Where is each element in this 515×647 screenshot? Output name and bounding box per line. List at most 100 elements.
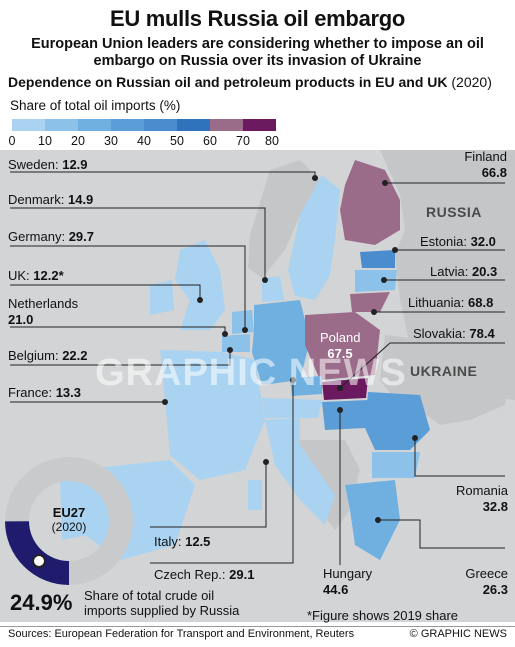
page-title: EU mulls Russia oil embargo xyxy=(109,6,406,31)
leader-dot xyxy=(412,435,418,441)
country-name: Belgium: xyxy=(8,348,59,363)
country-value: 29.1 xyxy=(229,567,255,582)
country-value: 14.9 xyxy=(67,192,94,207)
country-value: 66.8 xyxy=(481,165,507,180)
legend-tick: 0 xyxy=(8,134,16,148)
leader-dot xyxy=(197,297,203,303)
dependence-title-text: Dependence on Russian oil and petroleum … xyxy=(8,74,448,90)
country-name: Denmark: xyxy=(8,192,65,207)
country-value: 12.2* xyxy=(33,268,64,283)
country-name: Greece xyxy=(465,566,508,581)
eu27-label: EU27 (2020) xyxy=(39,505,99,534)
legend-swatch-10-20 xyxy=(45,119,78,131)
label-germany: Germany: 29.7 xyxy=(8,229,94,245)
leader-dot xyxy=(371,309,377,315)
country-name: Hungary xyxy=(323,566,373,581)
leader-dot xyxy=(337,385,343,391)
portugal-shape xyxy=(60,475,88,540)
country-value: 32.8 xyxy=(482,499,508,514)
country-value: 67.5 xyxy=(327,346,353,361)
eu27-share-description: Share of total crude oil imports supplie… xyxy=(84,588,240,618)
legend-swatch-70-80 xyxy=(243,119,276,131)
norway-region xyxy=(248,160,320,278)
eu27-share-value: 24.9% xyxy=(10,590,73,615)
label-greece: Greece 26.3 xyxy=(450,566,508,598)
country-value: 12.5 xyxy=(185,534,211,549)
label-france: France: 13.3 xyxy=(8,385,81,401)
leader-greece xyxy=(378,519,505,549)
czech-shape xyxy=(290,376,322,396)
leader-dot xyxy=(312,175,318,181)
country-name: Finland xyxy=(464,149,507,164)
germany-shape xyxy=(252,300,310,385)
greece-shape xyxy=(345,480,400,560)
leader-dot xyxy=(263,459,269,465)
leader-uk xyxy=(10,284,201,300)
country-value: 12.9 xyxy=(62,157,88,172)
italy-shape xyxy=(265,418,335,525)
dependence-year: (2020) xyxy=(451,74,492,90)
france-shape xyxy=(160,350,265,480)
source-text: Sources: European Federation for Transpo… xyxy=(8,628,355,640)
leader-dot xyxy=(162,399,168,405)
leader-belgium xyxy=(10,350,231,366)
country-name: France: xyxy=(8,385,53,400)
leader-czech xyxy=(150,380,294,564)
country-name: Slovakia: xyxy=(413,326,466,341)
country-value: 44.6 xyxy=(323,582,349,597)
country-name: Germany: xyxy=(8,229,66,244)
donut-russia-share xyxy=(5,520,70,585)
sardinia-shape xyxy=(248,480,262,510)
legend-swatch-30-40 xyxy=(111,119,144,131)
russia-region xyxy=(380,150,515,400)
label-poland: Poland 67.5 xyxy=(320,330,360,362)
label-czech: Czech Rep.: 29.1 xyxy=(154,567,254,583)
label-latvia: Latvia: 20.3 xyxy=(430,264,497,280)
label-lithuania: Lithuania: 68.8 xyxy=(408,295,493,311)
country-value: 20.3 xyxy=(471,264,498,279)
legend-tick: 60 xyxy=(203,134,217,148)
leader-dot xyxy=(381,277,387,283)
country-name: Czech Rep.: xyxy=(154,567,226,582)
legend-swatch-40-50 xyxy=(144,119,177,131)
country-name: Poland xyxy=(320,330,361,345)
leader-romania xyxy=(414,438,505,477)
label-netherlands: Netherlands 21.0 xyxy=(8,296,78,328)
footnote: *Figure shows 2019 share xyxy=(307,608,459,623)
country-value: 78.4 xyxy=(469,326,495,341)
eu27-year: (2020) xyxy=(51,520,87,534)
russia-label: RUSSIA xyxy=(426,204,482,220)
label-hungary: Hungary 44.6 xyxy=(323,566,372,598)
label-slovakia: Slovakia: 78.4 xyxy=(413,326,495,342)
country-value: 22.2 xyxy=(62,348,88,363)
ireland-shape xyxy=(150,280,174,315)
poland-shape xyxy=(305,312,380,380)
legend-tick: 50 xyxy=(170,134,184,148)
leader-dot xyxy=(262,277,268,283)
leader-dot xyxy=(392,247,398,253)
leader-germany xyxy=(10,245,246,330)
country-name: Romania xyxy=(455,483,508,498)
hungary-shape xyxy=(322,400,368,430)
country-value: 13.3 xyxy=(55,385,82,400)
eu27-donut xyxy=(5,457,133,585)
legend-swatch-50-60 xyxy=(177,119,210,131)
label-estonia: Estonia: 32.0 xyxy=(420,234,496,250)
europe-map xyxy=(0,150,515,622)
legend-color-scale xyxy=(12,119,276,131)
leader-dot xyxy=(290,377,296,383)
ukraine-label: UKRAINE xyxy=(410,363,478,379)
legend-tick: 70 xyxy=(236,134,250,148)
legend-title: Share of total oil imports (%) xyxy=(10,98,181,113)
page-subtitle: European Union leaders are considering w… xyxy=(31,36,484,69)
legend-swatch-20-30 xyxy=(78,119,111,131)
label-italy: Italy: 12.5 xyxy=(154,534,210,550)
legend-ticks: 0 10 20 30 40 50 60 70 80 xyxy=(0,134,300,150)
leader-italy xyxy=(150,462,267,528)
footer xyxy=(0,626,515,647)
label-uk: UK: 12.2* xyxy=(8,268,64,284)
eu27-name: EU27 xyxy=(52,505,86,520)
leader-dot xyxy=(242,327,248,333)
legend-swatch-60-70 xyxy=(210,119,243,131)
label-romania: Romania 32.8 xyxy=(450,483,508,515)
